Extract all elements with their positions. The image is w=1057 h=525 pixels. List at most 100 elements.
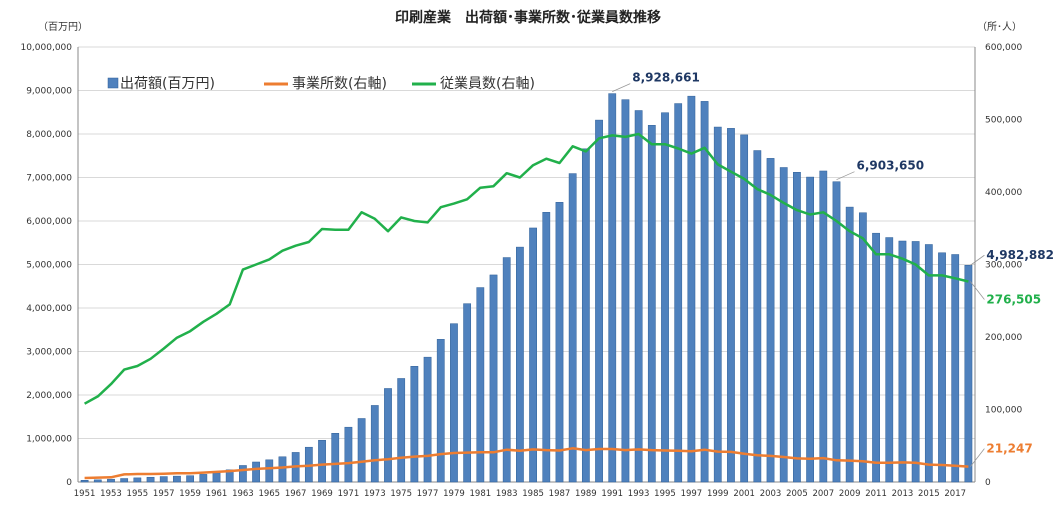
- bar: [845, 206, 854, 483]
- x-tick-label: 1965: [258, 489, 280, 499]
- annotation-leader: [970, 281, 985, 300]
- right-axis-ticks: 0 100,000 200,000 300,000 400,000 500,000 600,…: [985, 43, 1022, 488]
- x-tick-label: 2011: [865, 489, 887, 499]
- bar: [832, 181, 841, 483]
- bar: [278, 456, 287, 483]
- right-tick-label: 500,000: [985, 116, 1022, 126]
- bar: [410, 366, 419, 483]
- left-axis-ticks: 0 1,000,000 2,000,000 3,000,000 4,000,000 5,0…: [20, 43, 72, 488]
- data-label: 21,247: [986, 442, 1032, 456]
- annotation-leader: [836, 171, 855, 181]
- left-tick-label: 3,000,000: [26, 348, 72, 358]
- left-tick-label: 7,000,000: [26, 174, 72, 184]
- bar: [120, 478, 129, 483]
- bar: [634, 110, 643, 483]
- right-tick-label: 600,000: [985, 43, 1022, 53]
- bar: [727, 128, 735, 483]
- bar: [173, 475, 181, 483]
- bar: [674, 103, 683, 483]
- bar: [608, 93, 617, 483]
- left-tick-label: 8,000,000: [26, 130, 72, 140]
- bar: [133, 477, 142, 483]
- data-label: 4,982,882: [986, 248, 1054, 262]
- bar: [331, 433, 340, 483]
- bar-series: [80, 93, 973, 483]
- left-tick-label: 9,000,000: [26, 87, 72, 97]
- x-tick-label: 1961: [206, 489, 228, 499]
- right-tick-label: 0: [985, 478, 991, 488]
- right-axis-unit: （所･人）: [977, 21, 1022, 33]
- legend-swatch: [107, 77, 119, 89]
- bar: [740, 134, 749, 483]
- left-tick-label: 4,000,000: [26, 304, 72, 314]
- x-tick-label: 1983: [496, 489, 518, 499]
- x-tick-label: 1987: [549, 489, 571, 499]
- bar: [568, 173, 577, 483]
- left-tick-label: 1,000,000: [26, 435, 72, 445]
- x-tick-label: 1969: [311, 489, 333, 499]
- x-tick-label: 2003: [760, 489, 782, 499]
- x-tick-label: 1985: [522, 489, 544, 499]
- bar: [476, 287, 485, 483]
- x-tick-label: 2001: [733, 489, 755, 499]
- left-tick-label: 0: [66, 478, 72, 488]
- bar: [924, 244, 933, 483]
- bar: [450, 323, 458, 483]
- x-tick-label: 2009: [839, 489, 861, 499]
- bar: [80, 480, 89, 483]
- bar: [384, 388, 392, 483]
- x-tick-label: 1977: [417, 489, 439, 499]
- bar: [370, 405, 379, 483]
- bar: [647, 125, 656, 483]
- bar: [581, 148, 590, 483]
- bar: [661, 112, 669, 483]
- x-tick-label: 1951: [74, 489, 96, 499]
- right-tick-label: 100,000: [985, 406, 1022, 416]
- bar: [779, 167, 788, 483]
- x-tick-label: 1975: [390, 489, 412, 499]
- bar: [357, 418, 366, 483]
- bar: [938, 252, 946, 483]
- left-tick-label: 6,000,000: [26, 217, 72, 227]
- bar: [107, 478, 115, 483]
- bar: [93, 479, 102, 483]
- x-tick-label: 2013: [892, 489, 914, 499]
- x-tick-label: 1979: [443, 489, 465, 499]
- x-tick-label: 1963: [232, 489, 254, 499]
- bar: [146, 476, 155, 483]
- bar: [793, 172, 801, 483]
- x-tick-label: 1959: [179, 489, 201, 499]
- x-tick-label: 1955: [127, 489, 149, 499]
- bar: [225, 469, 234, 483]
- bar: [555, 202, 564, 483]
- x-tick-label: 1997: [681, 489, 703, 499]
- bar: [516, 246, 524, 483]
- bar: [397, 378, 406, 483]
- x-tick-label: 1981: [470, 489, 492, 499]
- annotations: 8,928,661 6,903,650 4,982,882 276,505 21,247: [612, 71, 1054, 467]
- right-tick-label: 300,000: [985, 261, 1022, 271]
- left-tick-label: 2,000,000: [26, 391, 72, 401]
- bar: [529, 227, 537, 483]
- bar: [687, 95, 696, 483]
- bar: [502, 257, 511, 483]
- left-axis-unit: （百万円）: [38, 21, 88, 33]
- bar: [911, 241, 920, 483]
- x-tick-label: 1993: [628, 489, 650, 499]
- x-tick-label: 2015: [918, 489, 940, 499]
- bar: [621, 99, 630, 483]
- bar: [700, 101, 709, 483]
- bar: [885, 237, 894, 483]
- bar: [239, 465, 247, 483]
- legend-label: 事業所数(右軸): [292, 76, 387, 92]
- right-tick-label: 200,000: [985, 333, 1022, 343]
- bar: [186, 475, 195, 483]
- x-tick-label: 1957: [153, 489, 175, 499]
- bar: [159, 476, 168, 483]
- bar: [806, 176, 814, 483]
- x-axis-ticks: 1951 1953 1955 1957 1959 1961 1963 1965 1967 1969…: [74, 489, 966, 499]
- legend-label: 出荷額(百万円): [120, 76, 215, 92]
- bar: [951, 254, 960, 483]
